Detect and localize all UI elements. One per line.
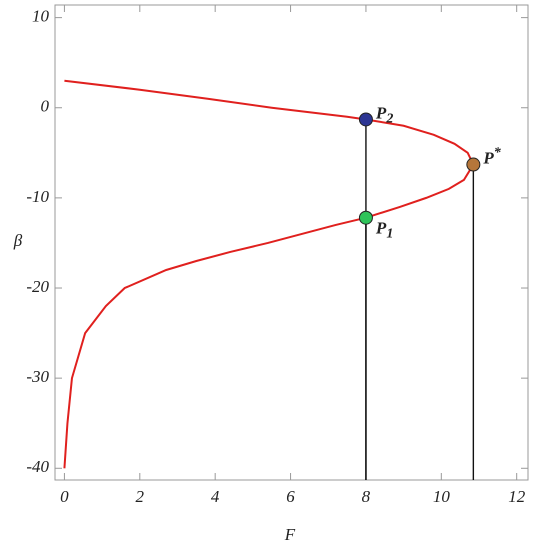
x-tick-label: 4	[211, 487, 220, 506]
y-tick-label: 0	[41, 97, 50, 116]
curve	[63, 79, 475, 469]
point-label-sub: 2	[385, 112, 393, 127]
point-label-name: P	[375, 219, 387, 238]
x-tick-label: 6	[286, 487, 295, 506]
point	[466, 157, 481, 172]
x-tick-label: 12	[508, 487, 526, 506]
x-tick-label: 8	[362, 487, 371, 506]
point	[358, 112, 373, 127]
y-tick-label: -20	[26, 277, 49, 296]
y-tick-label: 10	[32, 7, 50, 26]
x-tick-label: 10	[433, 487, 451, 506]
y-tick-label: -10	[26, 187, 49, 206]
point-label: P2	[375, 103, 393, 126]
point-label: P*	[482, 146, 501, 168]
plot-frame	[54, 4, 529, 481]
point-label-name: P	[482, 148, 494, 167]
point	[358, 210, 373, 225]
x-tick-label: 2	[136, 487, 145, 506]
point-label-name: P	[375, 103, 387, 122]
point-label: P1	[375, 219, 393, 242]
y-axis-label: β	[13, 231, 23, 250]
point-label-sub: 1	[386, 227, 393, 242]
y-tick-label: -30	[26, 367, 49, 386]
point-label-sup: *	[494, 146, 502, 161]
x-axis-label: F	[284, 525, 296, 544]
y-tick-label: -40	[26, 457, 49, 476]
x-tick-label: 0	[60, 487, 69, 506]
